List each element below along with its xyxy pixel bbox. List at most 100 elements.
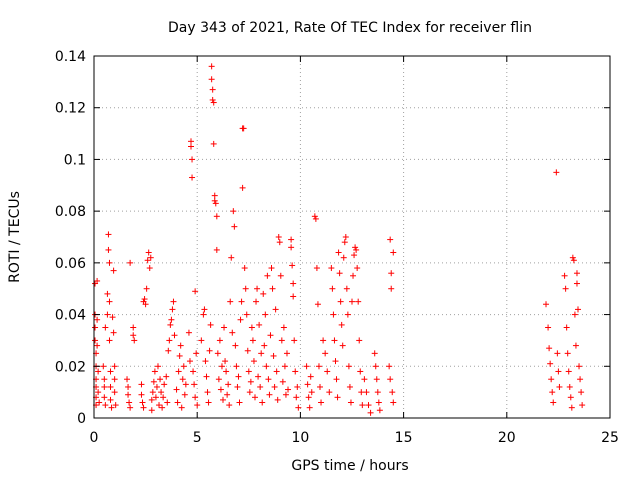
scatter-point <box>556 383 563 390</box>
scatter-point <box>214 350 221 357</box>
scatter-point <box>264 272 271 279</box>
scatter-point <box>350 272 357 279</box>
x-tick-label: 25 <box>601 430 619 446</box>
chart-title: Day 343 of 2021, Rate Of TEC Index for r… <box>168 20 532 36</box>
scatter-point <box>130 324 137 331</box>
scatter-point <box>244 347 251 354</box>
scatter-point <box>107 368 114 375</box>
scatter-point <box>549 389 556 396</box>
scatter-point <box>262 311 269 318</box>
scatter-point <box>185 329 192 336</box>
scatter-point <box>253 298 260 305</box>
scatter-point <box>314 301 321 308</box>
scatter-point <box>210 99 217 106</box>
scatter-point <box>290 280 297 287</box>
scatter-point <box>111 389 118 396</box>
scatter-point <box>186 358 193 365</box>
scatter-point <box>203 373 210 380</box>
scatter-point <box>145 249 152 256</box>
scatter-point <box>358 389 365 396</box>
scatter-point <box>330 311 337 318</box>
scatter-point <box>575 306 582 313</box>
scatter-point <box>101 383 108 390</box>
scatter-point <box>125 383 132 390</box>
scatter-point <box>338 321 345 328</box>
scatter-point <box>92 337 99 344</box>
scatter-point <box>313 265 320 272</box>
scatter-point <box>112 402 119 409</box>
scatter-point <box>108 404 115 411</box>
scatter-point <box>276 239 283 246</box>
scatter-point <box>359 402 366 409</box>
scatter-point <box>224 391 231 398</box>
scatter-point <box>146 265 153 272</box>
scatter-point <box>374 389 381 396</box>
scatter-point <box>283 350 290 357</box>
x-tick-labels: 0 5 10 15 20 25 <box>90 430 619 446</box>
scatter-point <box>308 389 315 396</box>
scatter-point <box>247 378 254 385</box>
scatter-point <box>274 396 281 403</box>
scatter-point <box>371 350 378 357</box>
scatter-point <box>561 272 568 279</box>
scatter-point <box>166 337 173 344</box>
scatter-point <box>231 223 238 230</box>
scatter-point <box>236 399 243 406</box>
scatter-point <box>164 399 171 406</box>
scatter-point <box>169 306 176 313</box>
scatter-point <box>138 391 145 398</box>
scatter-point <box>211 197 218 204</box>
scatter-point <box>550 399 557 406</box>
scatter-point <box>254 285 261 292</box>
scatter-point <box>347 399 354 406</box>
scatter-point <box>324 368 331 375</box>
scatter-point <box>342 234 349 240</box>
scatter-point <box>260 290 267 297</box>
scatter-point <box>167 321 174 328</box>
scatter-point <box>372 363 379 370</box>
scatter-point <box>332 358 339 365</box>
scatter-point <box>280 324 287 331</box>
scatter-point <box>273 368 280 375</box>
scatter-point <box>106 298 113 305</box>
scatter-point <box>344 311 351 318</box>
scatter-point <box>387 376 394 383</box>
scatter-point <box>104 290 111 297</box>
scatter-point <box>246 389 253 396</box>
scatter-point <box>111 363 118 370</box>
scatter-point <box>322 350 329 357</box>
scatter-point <box>312 215 319 222</box>
scatter-point <box>345 363 352 370</box>
scatter-point <box>543 301 550 308</box>
scatter-point <box>268 265 275 272</box>
scatter-point <box>106 337 113 344</box>
scatter-point <box>336 270 343 277</box>
scatter-point <box>104 311 111 318</box>
scatter-point <box>261 342 268 349</box>
x-tick-label: 20 <box>498 430 516 446</box>
scatter-point <box>234 383 241 390</box>
scatter-point <box>305 394 312 401</box>
scatter-point <box>546 345 553 352</box>
scatter-point <box>354 265 361 272</box>
scatter-point <box>242 285 249 292</box>
scatter-point <box>272 306 279 313</box>
scatter-point <box>227 298 234 305</box>
scatter-point <box>152 394 159 401</box>
scatter-point <box>230 208 237 215</box>
scatter-point <box>375 399 382 406</box>
scatter-point <box>328 265 335 272</box>
scatter-point <box>304 381 311 388</box>
scatter-point <box>334 394 341 401</box>
scatter-point <box>267 332 274 339</box>
scatter-point <box>124 376 131 383</box>
scatter-point <box>238 298 245 305</box>
grid-lines <box>94 56 610 418</box>
scatter-point <box>127 259 134 266</box>
scatter-point <box>563 324 570 331</box>
scatter-point <box>193 350 200 357</box>
scatter-point <box>290 293 297 300</box>
scatter-point <box>194 402 201 409</box>
scatter-point <box>232 342 239 349</box>
